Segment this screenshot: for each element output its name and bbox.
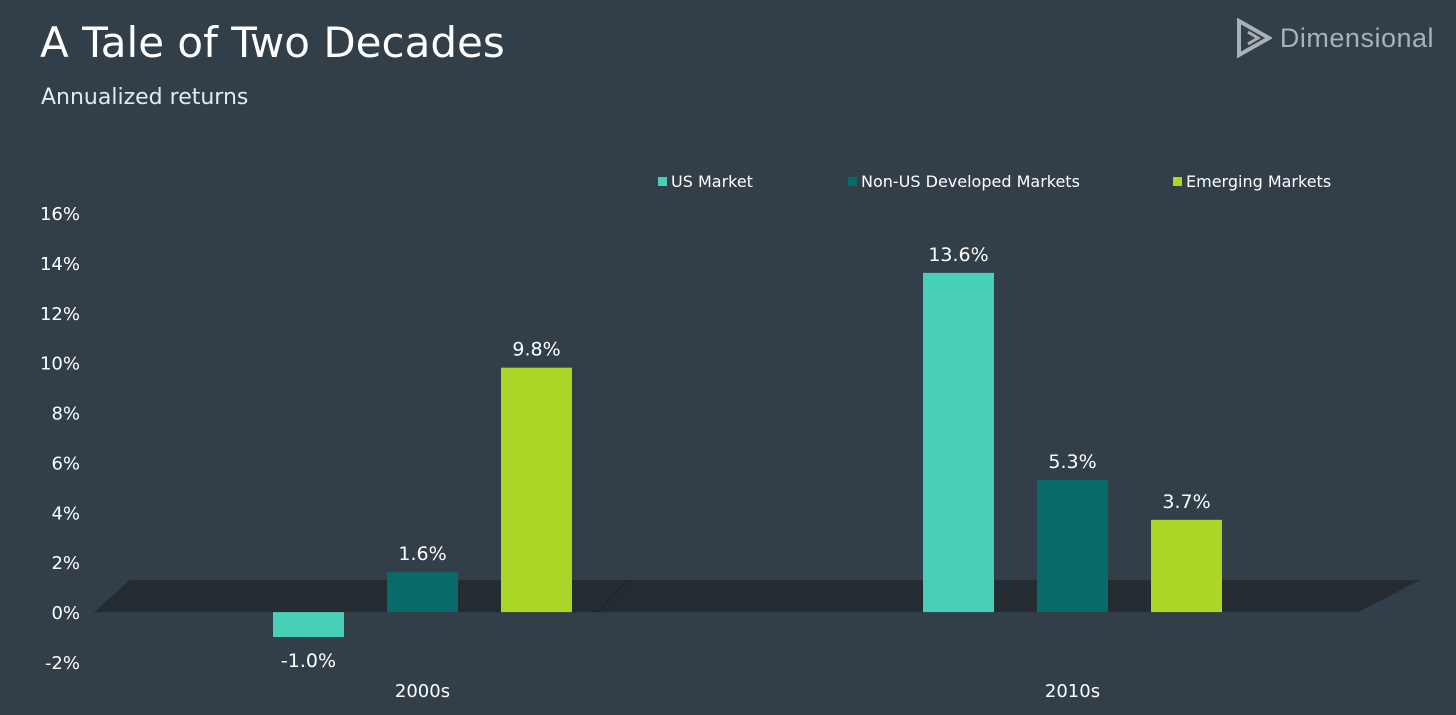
brand-logo: Dimensional: [1236, 18, 1434, 58]
legend-label: Non-US Developed Markets: [861, 172, 1080, 191]
y-tick-label: 16%: [40, 204, 80, 225]
legend-swatch: [658, 177, 667, 186]
legend-label: US Market: [671, 172, 753, 191]
y-tick-label: 12%: [40, 304, 80, 325]
bars: [273, 272, 1222, 638]
legend: US Market Non-US Developed Markets Emergin…: [658, 172, 1331, 191]
x-category-label: 2010s: [1045, 681, 1100, 702]
y-axis: -2% 0% 2% 4% 6% 8% 10% 12% 14% 16%: [40, 204, 80, 674]
data-labels: -1.0% 1.6% 9.8% 13.6% 5.3% 3.7%: [281, 244, 1211, 672]
chart-subtitle: Annualized returns: [41, 85, 249, 110]
bar-us-market-2000s: [273, 612, 344, 638]
y-tick-label: 10%: [40, 354, 80, 375]
data-label: 9.8%: [512, 339, 560, 361]
bar-emerging-markets-2000s: [501, 367, 572, 613]
data-label: 13.6%: [928, 244, 988, 266]
x-category-label: 2000s: [395, 681, 450, 702]
data-label: -1.0%: [281, 650, 336, 672]
data-label: 3.7%: [1162, 491, 1210, 513]
legend-item-us-market: US Market: [658, 172, 753, 191]
dimensional-logo-icon: [1236, 18, 1272, 58]
legend-label: Emerging Markets: [1186, 172, 1331, 191]
data-label: 1.6%: [398, 543, 446, 565]
y-tick-label: 0%: [51, 603, 80, 624]
y-tick-label: 6%: [51, 453, 80, 474]
brand-name: Dimensional: [1279, 22, 1434, 53]
bar-us-market-2010s: [923, 272, 994, 613]
legend-item-emerging-markets: Emerging Markets: [1173, 172, 1331, 191]
y-tick-label: 2%: [51, 553, 80, 574]
legend-swatch: [1173, 177, 1182, 186]
zero-plane-seam: [597, 579, 629, 613]
bar-non-us-developed-markets-2000s: [387, 572, 458, 613]
x-axis: 2000s 2010s: [395, 681, 1100, 702]
bar-non-us-developed-markets-2010s: [1037, 479, 1108, 613]
y-tick-label: 4%: [51, 503, 80, 524]
y-tick-label: 8%: [51, 404, 80, 425]
legend-swatch: [848, 177, 857, 186]
legend-item-non-us-developed-markets: Non-US Developed Markets: [848, 172, 1080, 191]
data-label: 5.3%: [1048, 451, 1096, 473]
chart-title: A Tale of Two Decades: [40, 18, 505, 67]
bar-emerging-markets-2010s: [1151, 519, 1222, 613]
y-tick-label: 14%: [40, 254, 80, 275]
y-tick-label: -2%: [45, 653, 80, 674]
